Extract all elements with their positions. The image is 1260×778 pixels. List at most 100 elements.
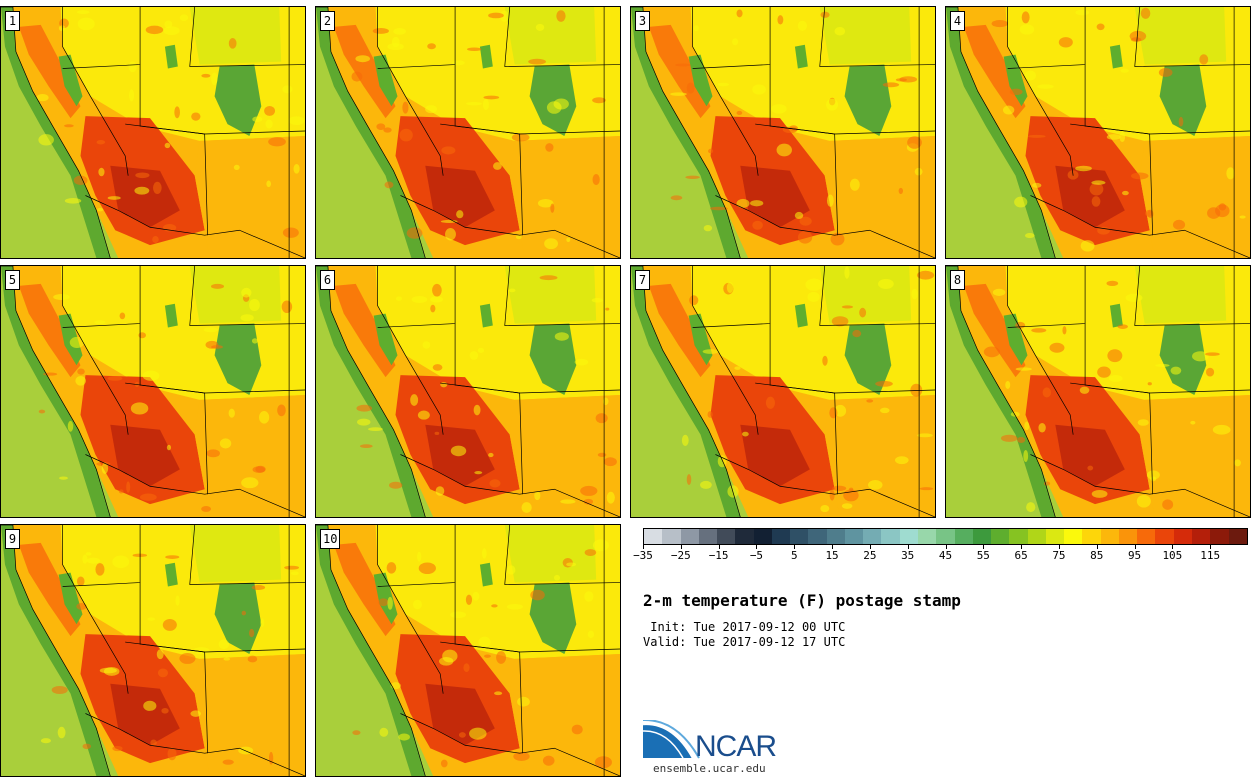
member-panel-3[interactable]: 3 <box>630 6 936 259</box>
colorbar-ticks: −35 −25 −15 −5 5 15 25 35 45 55 65 75 85 95 105 115 <box>633 545 1248 565</box>
temperature-blob <box>150 739 157 746</box>
temperature-blob <box>211 72 218 86</box>
temperature-blob <box>389 481 403 489</box>
cool-region <box>1134 7 1227 65</box>
temperature-blob <box>422 341 431 349</box>
colorbar-swatch <box>698 529 718 544</box>
temperature-blob <box>355 55 370 63</box>
temperature-blob <box>112 745 123 752</box>
temperature-blob <box>85 552 92 556</box>
temperature-blob <box>259 411 270 424</box>
colorbar-swatch <box>808 529 827 544</box>
temperature-blob <box>445 227 456 241</box>
cool-region <box>189 525 282 583</box>
temperature-blob <box>776 143 792 157</box>
temperature-blob <box>156 649 164 660</box>
temperature-blob <box>1122 190 1129 196</box>
temperature-blob <box>511 133 530 142</box>
temperature-blob <box>742 431 749 437</box>
valley-warm <box>18 542 81 637</box>
temperature-blob <box>496 651 507 664</box>
temperature-blob <box>251 584 266 590</box>
temperature-blob <box>1009 88 1023 96</box>
colorbar-swatch <box>735 529 754 544</box>
temperature-blob <box>1147 382 1152 386</box>
rocky-mountains <box>529 64 577 136</box>
colorbar-swatch <box>917 529 937 544</box>
temperature-blob <box>1015 367 1032 371</box>
temperature-blob <box>138 332 146 339</box>
colorbar-tick-mark <box>1172 545 1174 549</box>
colorbar-tick-label: 65 <box>1014 549 1028 562</box>
temperature-blob <box>1091 196 1101 207</box>
member-number-label: 2 <box>320 11 335 31</box>
member-number-label: 7 <box>635 270 650 290</box>
temperature-blob <box>473 404 481 416</box>
mexico-border <box>1030 195 1250 258</box>
member-panel-2[interactable]: 2 <box>315 6 621 259</box>
temperature-blob <box>458 732 466 738</box>
temperature-blob <box>983 346 1000 358</box>
coast-strip <box>631 7 741 258</box>
member-panel-5[interactable]: 5 <box>0 265 306 518</box>
temperature-blob <box>107 376 123 381</box>
state-border-wy <box>819 266 935 326</box>
member-panel-9[interactable]: 9 <box>0 524 306 777</box>
temperature-blob <box>542 755 555 766</box>
member-panel-4[interactable]: 4 <box>945 6 1251 259</box>
chart-title: 2-m temperature (F) postage stamp <box>643 591 961 610</box>
temperature-blob <box>703 224 713 232</box>
temperature-blob <box>1172 219 1186 230</box>
temperature-blob <box>442 649 458 663</box>
member-panel-6[interactable]: 6 <box>315 265 621 518</box>
temperature-blob <box>841 305 854 309</box>
colorbar-tick-label: 115 <box>1200 549 1221 562</box>
yellowstone-area <box>1109 303 1123 328</box>
member-panel-7[interactable]: 7 <box>630 265 936 518</box>
temperature-blob <box>852 329 862 338</box>
temperature-blob <box>402 101 409 114</box>
temperature-blob <box>992 288 1006 296</box>
temperature-blob <box>546 101 562 114</box>
temperature-blob <box>566 237 571 242</box>
temperature-blob <box>228 38 237 49</box>
temperature-blob <box>284 565 300 570</box>
valley-warm <box>963 283 1026 378</box>
temperature-blob <box>175 595 180 606</box>
temperature-blob <box>398 733 410 741</box>
mexico-border <box>85 195 305 258</box>
temperature-blob <box>240 314 254 322</box>
temperature-blob <box>1042 387 1052 398</box>
state-border-wy <box>504 7 620 67</box>
yellowstone-area <box>479 562 493 587</box>
member-panel-1[interactable]: 1 <box>0 6 306 259</box>
temperature-blob <box>1192 351 1209 362</box>
sierra-mountains <box>58 313 83 366</box>
temperature-blob <box>1130 172 1149 180</box>
valley-warm <box>333 542 396 637</box>
temperature-blob <box>282 227 299 238</box>
desert-hottest <box>740 424 810 487</box>
temperature-blob <box>1005 380 1011 389</box>
temperature-blob <box>517 696 530 707</box>
temperature-blob <box>95 563 105 576</box>
temperature-blob <box>491 604 498 608</box>
temperature-blob <box>1000 434 1018 442</box>
temperature-map <box>946 7 1250 258</box>
temperature-blob <box>222 759 234 765</box>
temperature-blob <box>38 409 46 414</box>
temperature-map <box>316 7 620 258</box>
temperature-blob <box>233 164 240 170</box>
temperature-blob <box>277 404 286 417</box>
ensemble-site-link[interactable]: ensemble.ucar.edu <box>653 762 766 775</box>
member-panel-8[interactable]: 8 <box>945 265 1251 518</box>
temperature-blob <box>752 84 766 95</box>
mexico-border <box>400 713 620 776</box>
colorbar-tick-mark <box>983 545 985 549</box>
valley-warm <box>333 283 396 378</box>
member-number-label: 10 <box>320 529 341 549</box>
member-panel-10[interactable]: 10 <box>315 524 621 777</box>
temperature-blob <box>417 410 430 420</box>
temperature-blob <box>1037 84 1054 89</box>
temperature-blob <box>1155 363 1170 367</box>
